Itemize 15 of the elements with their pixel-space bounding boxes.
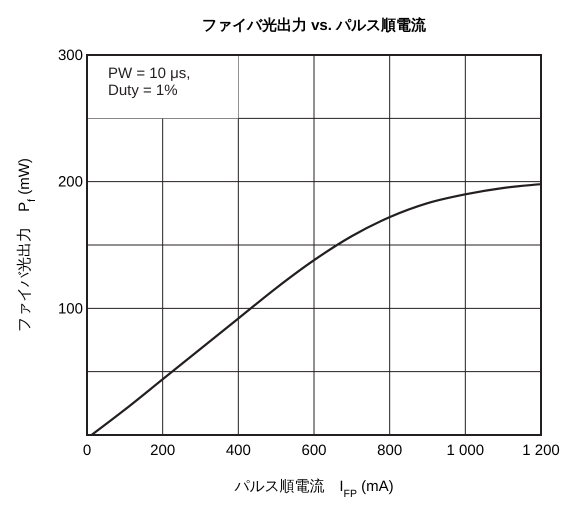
annotation: PW = 10 μs, xyxy=(108,65,190,82)
annotation: Duty = 1% xyxy=(108,82,178,99)
x-tick-label: 1 000 xyxy=(446,442,484,459)
x-tick-label: 1 200 xyxy=(522,442,560,459)
y-tick-label: 200 xyxy=(58,174,83,191)
y-tick-label: 300 xyxy=(58,47,83,64)
x-axis-title: パルス順電流 I$_{FP}$ (mA) xyxy=(233,478,394,500)
x-tick-label: 800 xyxy=(377,442,402,459)
x-tick-label: 0 xyxy=(82,442,92,459)
note-box: PW = 10 μs, Duty = 1% xyxy=(88,56,238,118)
x-tick-label: 200 xyxy=(150,442,176,459)
x-tick-label: 600 xyxy=(301,442,327,459)
x-tick-label: 400 xyxy=(226,442,251,459)
y-tick-label: 100 xyxy=(58,300,83,318)
chart-title: ファイバ光出力 vs. パルス順電流 xyxy=(202,16,428,34)
